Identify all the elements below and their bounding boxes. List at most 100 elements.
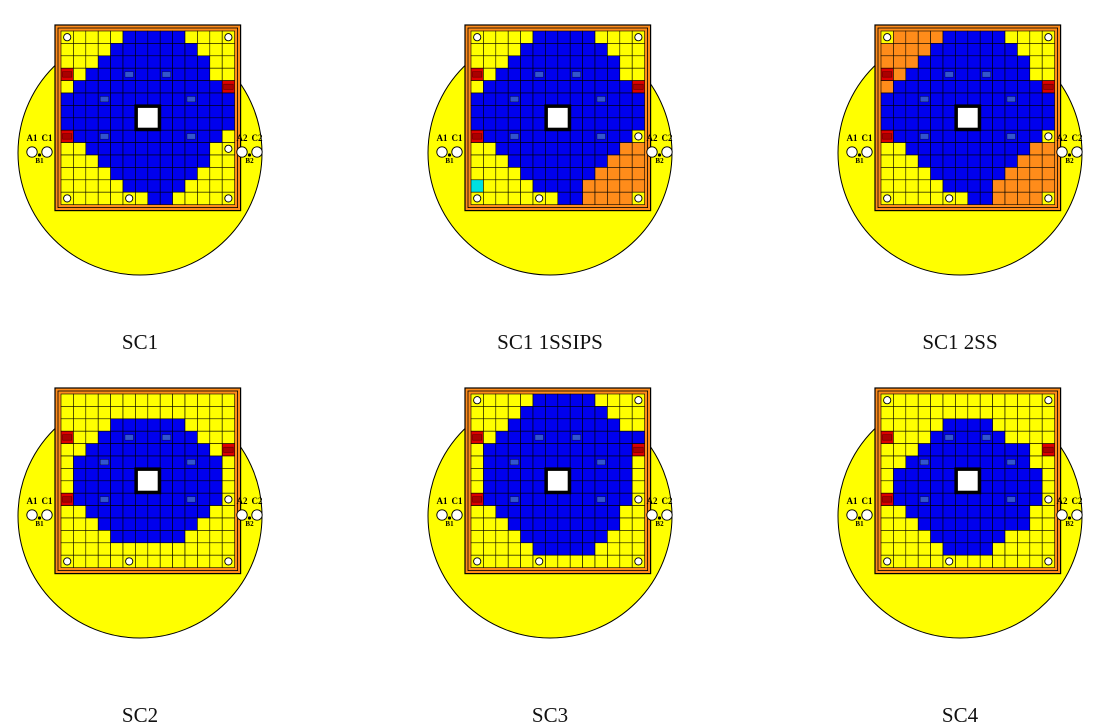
fuel-cell [619,468,633,482]
fuel-cell [942,418,956,432]
fuel-cell [545,492,559,506]
reflector-cell [955,393,969,407]
reflector-cell [197,430,211,444]
fuel-cell [532,406,546,420]
reflector-cell [221,179,235,193]
reflector-cell [507,542,521,556]
fuel-cell [147,530,161,544]
fuel-cell [122,530,136,544]
fuel-cell [97,480,111,494]
fuel-cell [594,67,608,81]
fuel-cell [557,179,571,193]
fuel-cell [60,105,74,119]
reflector-cell [184,179,198,193]
detector-label: B1 [35,520,44,528]
reflector-cell [85,430,99,444]
reflector-cell [495,393,509,407]
reflector-cell [545,191,559,205]
fuel-cell [159,55,173,69]
fuel-cell [557,55,571,69]
reflector-cell [1029,55,1043,69]
fuel-cell [520,480,534,494]
fuel-cell [569,117,583,131]
fuel-cell [172,443,186,457]
fuel-cell [197,105,211,119]
reflector-cell [893,430,907,444]
fuel-cell [135,43,149,57]
fuel-cell [967,542,981,556]
fuel-cell [930,43,944,57]
fuel-marker-icon [982,71,991,78]
fuel-cell [122,480,136,494]
reflector-cell [893,530,907,544]
fuel-cell [979,154,993,168]
fuel-cell [159,530,173,544]
reflector-cell [520,191,534,205]
fuel-cell [495,80,509,94]
reflector-cell [470,154,484,168]
fuel-cell [942,92,956,106]
fuel-cell [967,191,981,205]
fuel-cell [1017,55,1031,69]
fuel-cell [159,418,173,432]
reflector-cell [73,430,87,444]
orange-cell [594,179,608,193]
fuel-cell [619,492,633,506]
fuel-cell [135,492,149,506]
fuel-cell [979,105,993,119]
fuel-cell [1041,105,1055,119]
reflector-cell [1029,418,1043,432]
reflector-cell [73,154,87,168]
fuel-cell [122,43,136,57]
fuel-cell [122,517,136,531]
fuel-cell [967,443,981,457]
reflector-cell [893,406,907,420]
reflector-cell [209,505,223,519]
fuel-cell [967,530,981,544]
fuel-cell [135,67,149,81]
reflector-cell [631,455,645,469]
fuel-cell [507,55,521,69]
fuel-cell [110,167,124,181]
orange-cell [1004,191,1018,205]
reflector-cell [1004,418,1018,432]
central-channel [547,107,568,128]
fuel-cell [545,430,559,444]
reflector-cell [607,406,621,420]
fuel-cell [992,142,1006,156]
reflector-cell [184,406,198,420]
reflector-cell [85,30,99,44]
reflector-cell [60,468,74,482]
fuel-cell [545,455,559,469]
fuel-cell [110,67,124,81]
reflector-cell [619,554,633,568]
orange-cell [1041,167,1055,181]
reflector-cell [917,530,931,544]
fuel-cell [942,117,956,131]
fuel-cell [85,505,99,519]
fuel-cell [557,167,571,181]
reflector-cell [470,43,484,57]
fuel-cell [470,105,484,119]
reflector-cell [73,517,87,531]
detector-icon [26,509,38,521]
fuel-cell [184,142,198,156]
reflector-cell [917,542,931,556]
fuel-cell [495,505,509,519]
fuel-cell [557,43,571,57]
rod-marker-icon [1043,446,1054,453]
detector-icon [251,509,263,521]
orange-cell [893,43,907,57]
reflector-cell [1041,67,1055,81]
reflector-cell [85,542,99,556]
orange-cell [880,43,894,57]
reflector-cell [930,191,944,205]
reflector-cell [221,505,235,519]
fuel-cell [73,455,87,469]
detector-icon [1071,509,1083,521]
fuel-cell [955,542,969,556]
fuel-cell [85,117,99,131]
reflector-cell [507,191,521,205]
fuel-cell [569,43,583,57]
